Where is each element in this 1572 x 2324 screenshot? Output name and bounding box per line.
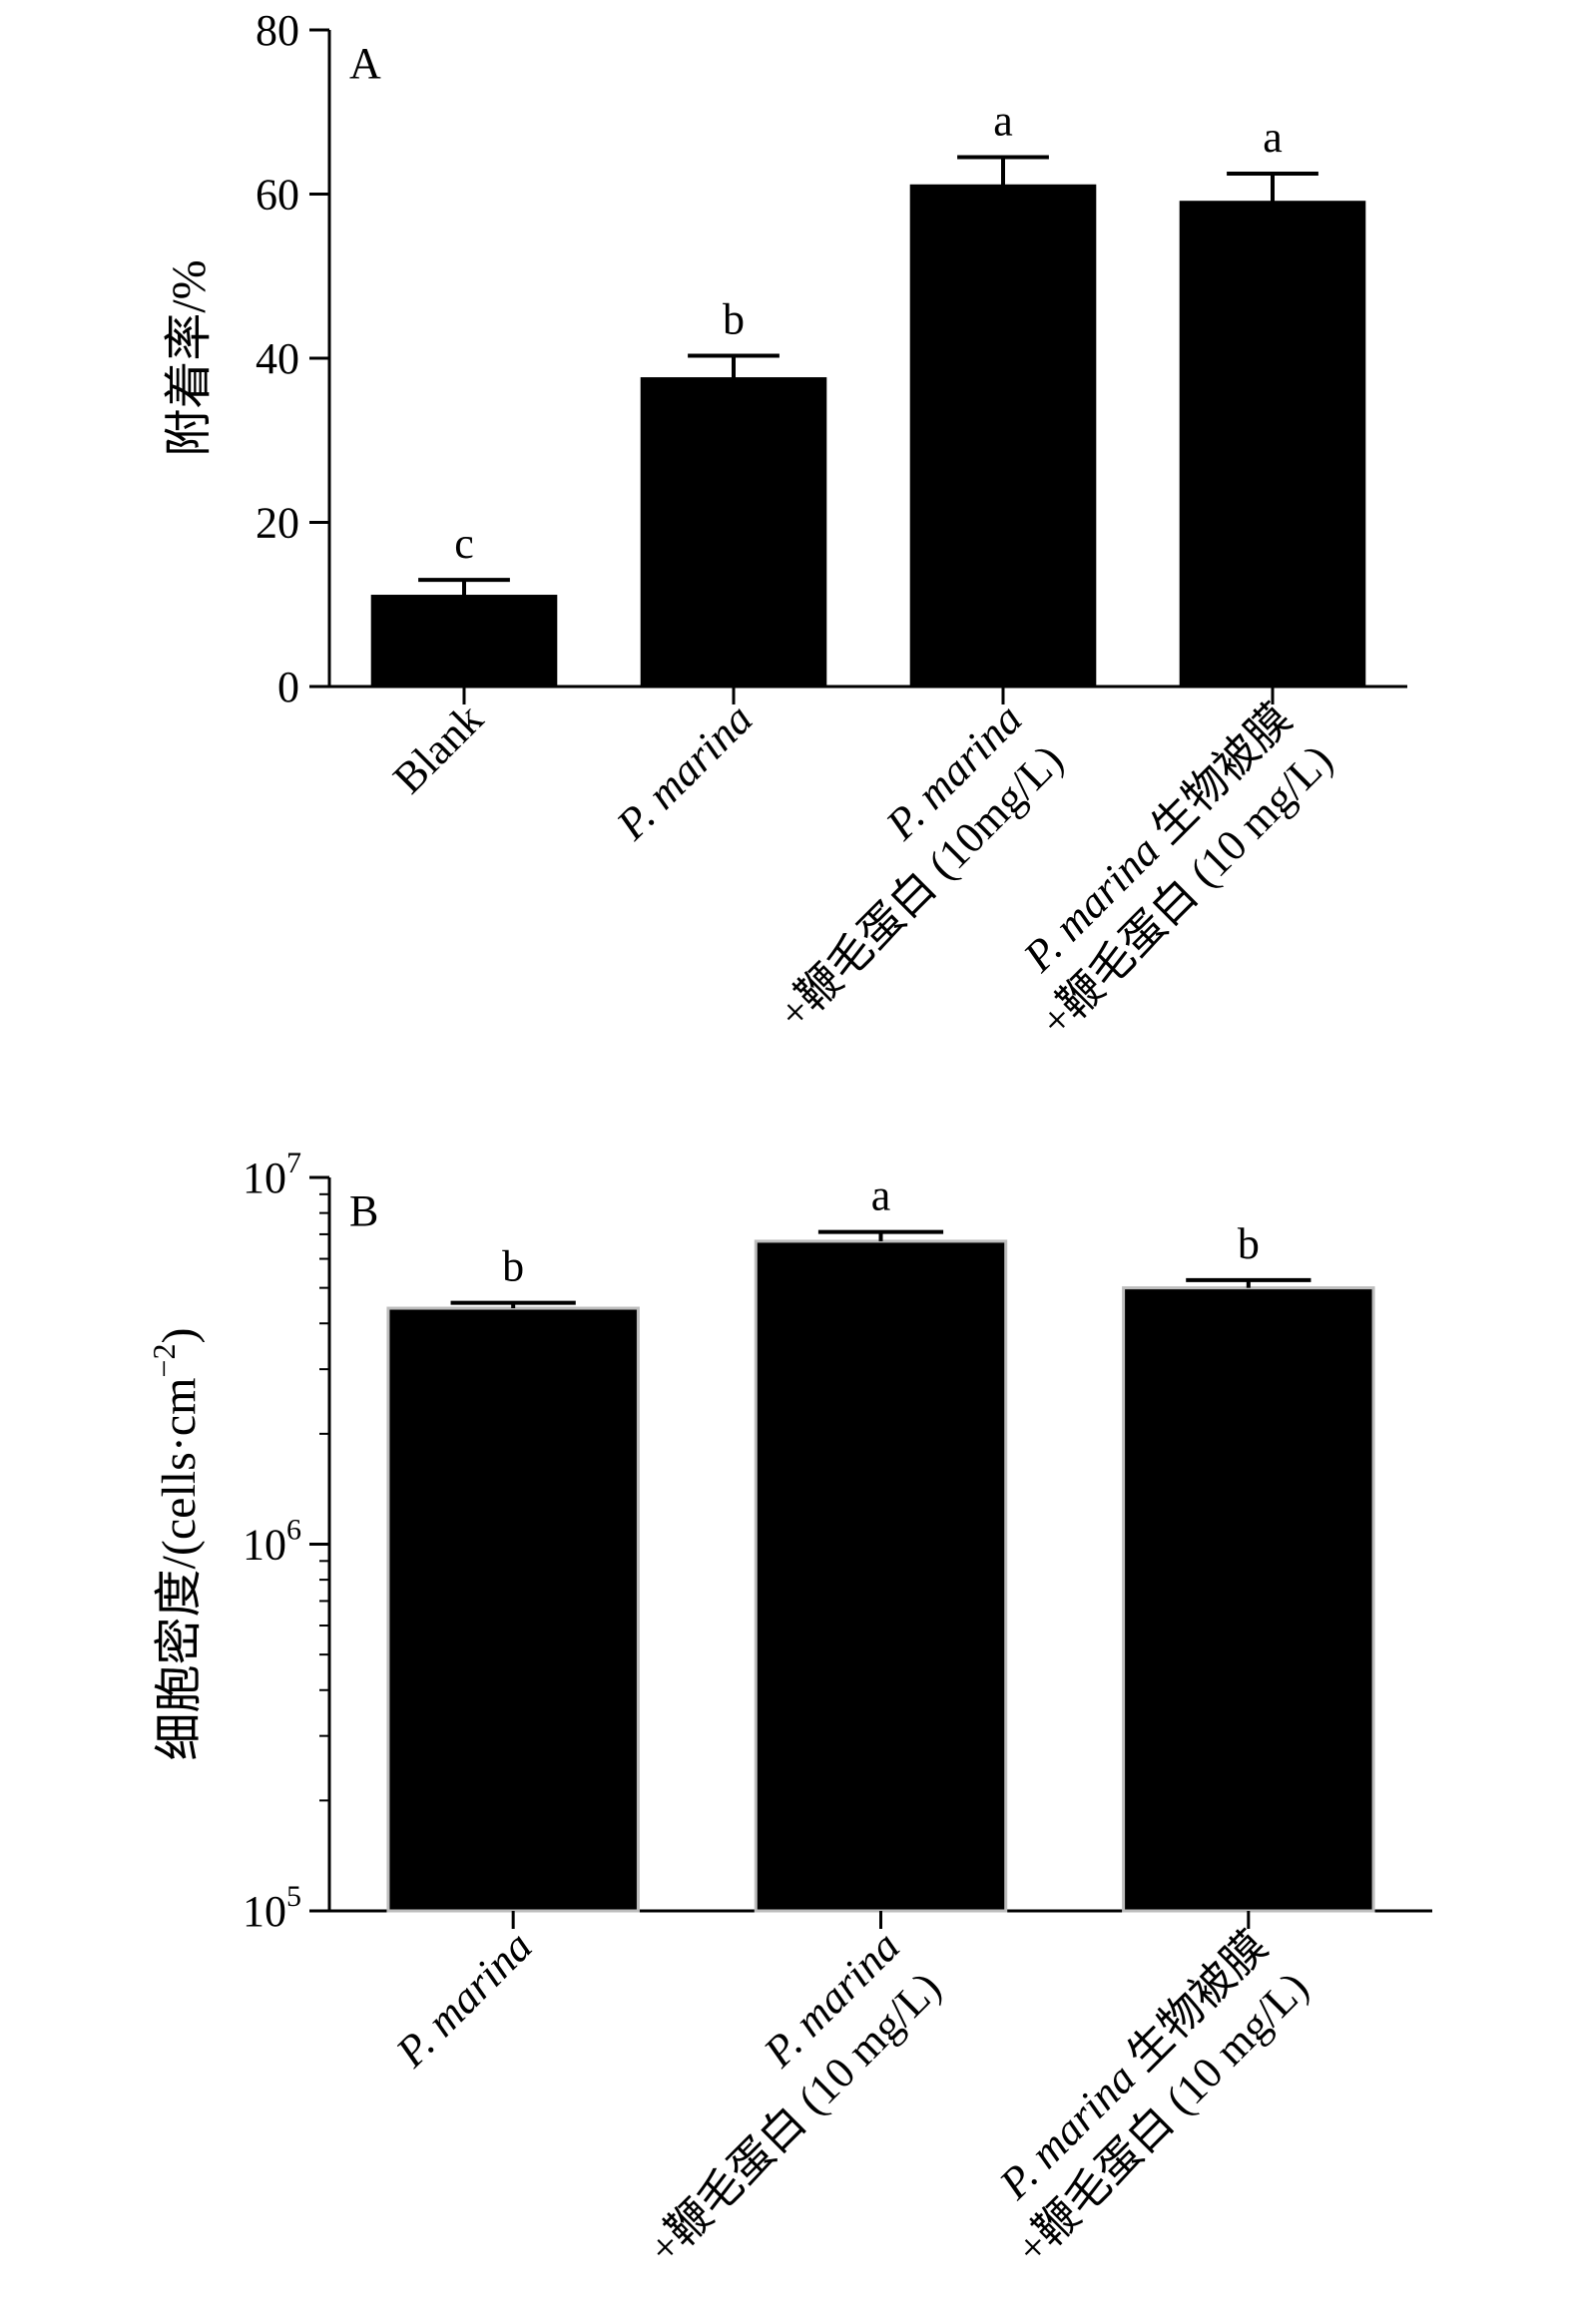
- significance-label-1: c: [454, 519, 474, 568]
- significance-label-2: a: [871, 1171, 891, 1220]
- y-axis-label: 细胞密度/(cells·cm−2): [146, 1328, 206, 1761]
- y-axis-label: 附着率/%: [163, 259, 216, 456]
- y-axis-label-part: 细胞密度/(cells·cm: [153, 1378, 206, 1761]
- bar-2: [754, 1239, 1008, 1913]
- bar-3: [909, 184, 1097, 689]
- x-category-label-1: Blank: [383, 695, 492, 803]
- x-category-line: Blank: [383, 695, 492, 803]
- y-tick-exp: 5: [286, 1880, 301, 1913]
- y-tick-label: 20: [256, 499, 299, 548]
- y-axis-label-part: −2: [146, 1344, 182, 1378]
- y-tick-label: 40: [256, 334, 299, 383]
- significance-label-2: b: [723, 295, 745, 344]
- significance-label-3: a: [993, 96, 1013, 145]
- y-tick-label: 0: [277, 663, 299, 711]
- cat-run-0: Blank: [383, 695, 492, 803]
- y-tick-base: 10: [243, 1154, 286, 1202]
- significance-label-4: a: [1263, 113, 1283, 162]
- x-category-label-1: P. marina: [386, 1922, 542, 2078]
- bar-2: [640, 377, 827, 689]
- bar-1: [386, 1306, 640, 1913]
- cat-run-0: P. marina: [386, 1922, 542, 2078]
- y-tick-label: 105: [243, 1880, 301, 1936]
- x-category-label-3: P. marina+鞭毛蛋白 (10mg/L): [770, 695, 1073, 1039]
- y-tick-base: 10: [243, 1521, 286, 1570]
- x-category-label-3: P. marina 生物被膜+鞭毛蛋白 (10 mg/L): [989, 1922, 1317, 2273]
- x-category-label-2: P. marina+鞭毛蛋白 (10 mg/L): [639, 1922, 949, 2273]
- y-tick-exp: 6: [286, 1514, 301, 1547]
- cat-run-0: P. marina: [607, 695, 763, 850]
- y-tick-label: 80: [256, 6, 299, 55]
- y-tick-label: 106: [243, 1514, 301, 1570]
- panel-label: B: [349, 1186, 378, 1235]
- y-axis-label-part: ): [153, 1328, 206, 1344]
- significance-label-1: b: [502, 1242, 524, 1291]
- y-tick-label: 60: [256, 171, 299, 220]
- chart-a: 0 20 40 60 80 附着率/% Ac Blank b P. marina a P. marin…: [163, 6, 1407, 1046]
- bar-1: [370, 595, 558, 689]
- bar-4: [1179, 201, 1366, 689]
- y-tick-exp: 7: [286, 1147, 301, 1179]
- bar-3: [1122, 1286, 1375, 1913]
- y-tick-base: 10: [243, 1887, 286, 1936]
- significance-label-3: b: [1238, 1219, 1260, 1268]
- x-category-line: P. marina: [386, 1922, 542, 2078]
- panel-label: A: [349, 39, 381, 88]
- y-tick-label: 107: [243, 1147, 301, 1202]
- x-category-line: P. marina: [607, 695, 763, 850]
- x-category-label-2: P. marina: [607, 695, 763, 850]
